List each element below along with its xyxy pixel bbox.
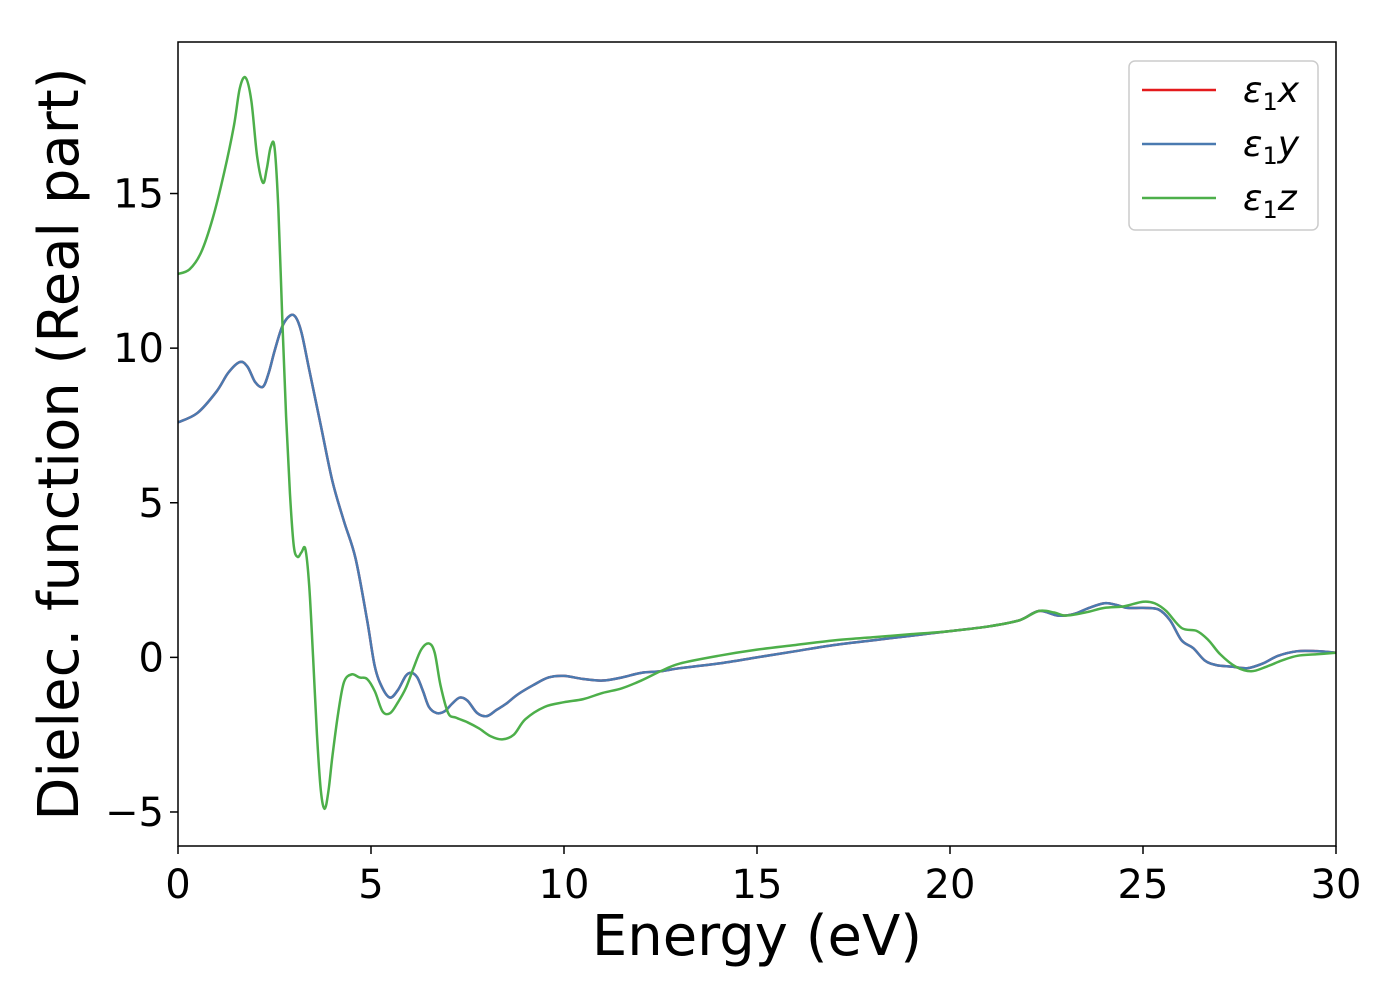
series-layer xyxy=(178,75,1336,811)
y-axis-label: Dielec. function (Real part) xyxy=(27,67,92,820)
legend-label-z: ε1z xyxy=(1243,178,1298,224)
x-tick-label: 10 xyxy=(539,862,590,908)
legend: ε1x ε1y ε1z xyxy=(1128,60,1319,231)
x-tick-label: 0 xyxy=(165,862,190,908)
x-tick-label: 5 xyxy=(358,862,383,908)
x-axis-label: Energy (eV) xyxy=(592,904,922,969)
y-tick-label: 15 xyxy=(113,172,164,218)
y-tick-label: 5 xyxy=(139,481,164,527)
legend-label-x: ε1x xyxy=(1243,70,1300,116)
legend-label-y: ε1y xyxy=(1243,124,1300,170)
y-tick-label: 0 xyxy=(139,635,164,681)
x-tick-label: 15 xyxy=(732,862,783,908)
series-line-y xyxy=(178,313,1336,718)
x-tick-label: 30 xyxy=(1311,862,1362,908)
x-tick-label: 25 xyxy=(1118,862,1169,908)
y-tick-label: 10 xyxy=(113,326,164,372)
series-line-z xyxy=(178,75,1336,811)
y-tick-label: −5 xyxy=(105,790,164,836)
y-axis: −5 0 5 10 15 xyxy=(105,172,178,836)
x-tick-label: 20 xyxy=(925,862,976,908)
x-axis: 0 5 10 15 20 25 30 xyxy=(165,846,1361,908)
legend-box xyxy=(1128,60,1319,231)
